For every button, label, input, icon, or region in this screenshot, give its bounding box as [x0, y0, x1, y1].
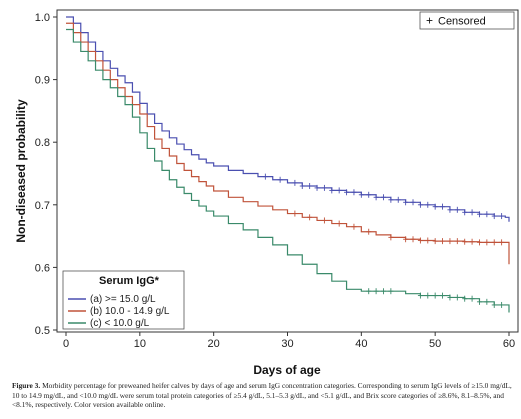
x-tick-label: 40: [355, 338, 367, 350]
censored-legend-box: [419, 11, 515, 30]
km-survival-chart: 0 10 20 30 40 50 60 0.5 0.6 0.7 0.8 0.9 1.0 Non-dise…: [14, 9, 519, 377]
y-tick-label: 1.0: [35, 12, 50, 24]
chart-svg: 0 10 20 30 40 50 60 0.5 0.6 0.7 0.8 0.9 1.0 Non-dise…: [14, 9, 519, 377]
y-tick-label: 0.7: [35, 200, 50, 212]
series-line-b: [66, 22, 510, 265]
x-tick-label: 50: [429, 338, 441, 350]
series-line-c: [66, 28, 510, 313]
figure-caption-text: Morbidity percentage for preweaned heife…: [12, 381, 512, 410]
series-line-a: [66, 16, 510, 222]
x-tick-label: 10: [134, 338, 146, 350]
y-tick-label: 0.5: [35, 325, 50, 337]
censored-legend-label: Censored: [438, 16, 486, 28]
axis-ticks: 0 10 20 30 40 50 60 0.5 0.6 0.7 0.8 0.9 1.0: [35, 12, 515, 350]
figure-caption: Figure 3. Morbidity percentage for prewe…: [12, 381, 512, 410]
x-tick-label: 60: [503, 338, 515, 350]
legend-label-c: (c) < 10.0 g/L: [90, 318, 150, 329]
censored-legend-symbol: +: [426, 14, 433, 28]
legend-title: Serum IgG*: [99, 275, 160, 287]
series-legend-box: [62, 270, 185, 330]
legend-label-a: (a) >= 15.0 g/L: [90, 294, 156, 305]
x-tick-label: 0: [63, 338, 69, 350]
x-tick-label: 30: [281, 338, 293, 350]
y-axis-title: Non-diseased probability: [14, 99, 28, 243]
x-tick-label: 20: [208, 338, 220, 350]
y-tick-label: 0.9: [35, 75, 50, 87]
legend-label-b: (b) 10.0 - 14.9 g/L: [90, 306, 170, 317]
figure-label: Figure 3.: [12, 381, 41, 390]
series-legend: Serum IgG* (a) >= 15.0 g/L (b) 10.0 - 14…: [62, 270, 185, 330]
x-axis-title: Days of age: [253, 363, 321, 377]
censored-legend: + Censored: [419, 11, 515, 30]
y-tick-label: 0.6: [35, 262, 50, 274]
series-lines: [66, 16, 510, 313]
y-tick-label: 0.8: [35, 137, 50, 149]
censor-marks: [262, 173, 505, 308]
